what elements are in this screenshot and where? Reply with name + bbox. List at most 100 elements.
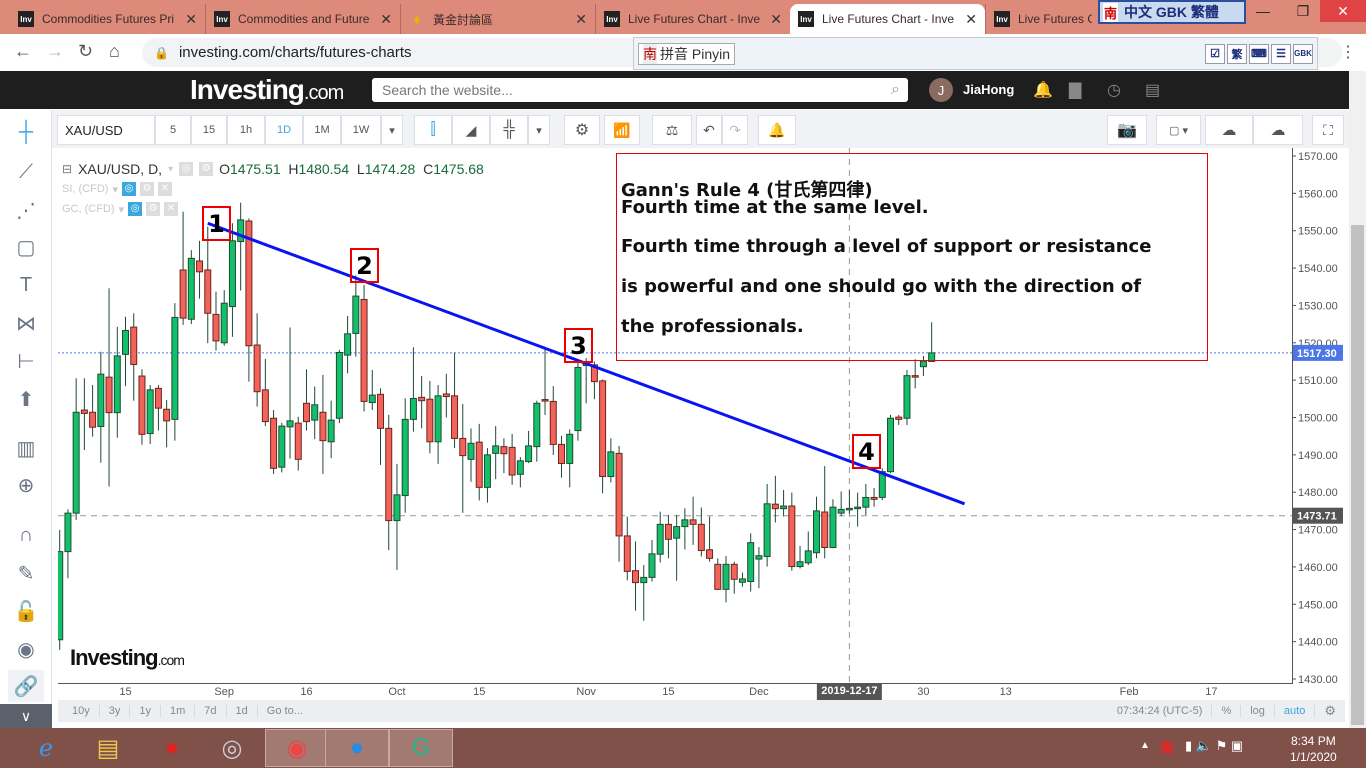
ime-traditional-icon[interactable]: 繁 bbox=[1227, 43, 1247, 64]
close-tab-icon[interactable]: ✕ bbox=[380, 10, 392, 27]
settings-gear-icon[interactable]: ⚙ bbox=[1324, 703, 1336, 718]
range-1y[interactable]: 1y bbox=[130, 705, 161, 717]
legend-dropdown-icon[interactable]: ▾ bbox=[168, 163, 174, 175]
magnet-icon[interactable]: ∩ bbox=[18, 523, 34, 546]
browser-tab[interactable]: Inv Commodities and Future ✕ bbox=[205, 4, 400, 34]
chromium-icon[interactable]: ◎ bbox=[221, 734, 243, 762]
browser-tab[interactable]: ♦ 黃金討論區 ✕ bbox=[400, 4, 595, 34]
time-axis[interactable]: 15 Sep 16 Oct 15 Nov 15 Dec 30 13 Feb 17 2019-12-17 bbox=[58, 683, 1293, 701]
gann-rule-annotation[interactable]: Gann's Rule 4 (甘氏第四律) Fourth time at the… bbox=[616, 153, 1208, 361]
ime-pinyin-label[interactable]: 南拼音 Pinyin bbox=[638, 42, 736, 65]
remove-icon[interactable]: ✕ bbox=[164, 202, 179, 216]
bars-chart-icon[interactable]: ╬ bbox=[490, 115, 528, 145]
measure-tool-icon[interactable]: ⊢ bbox=[17, 350, 35, 373]
browser-tab[interactable]: Inv Live Futures Chart - Inve ✕ bbox=[595, 4, 790, 34]
close-tab-icon[interactable]: ✕ bbox=[965, 10, 977, 27]
study-si[interactable]: SI, (CFD) ▾ ◎ ⚙ ✕ bbox=[62, 182, 172, 196]
visibility-icon[interactable]: ◎ bbox=[121, 182, 136, 196]
marker-4[interactable]: 4 bbox=[852, 434, 881, 469]
log-toggle[interactable]: log bbox=[1241, 705, 1275, 717]
range-1d[interactable]: 1d bbox=[227, 705, 258, 717]
briefcase-icon[interactable]: ▇ bbox=[1069, 82, 1082, 99]
camera-icon[interactable]: 📷 bbox=[1107, 115, 1147, 145]
minimize-button[interactable]: — bbox=[1256, 3, 1270, 19]
clock-icon[interactable]: ◷ bbox=[1107, 82, 1121, 99]
dropdown-icon[interactable]: ▾ bbox=[118, 203, 125, 216]
internet-explorer-icon[interactable]: ℯ bbox=[38, 734, 54, 762]
text-tool-icon[interactable]: T bbox=[19, 273, 33, 296]
interval-15[interactable]: 15 bbox=[191, 115, 227, 145]
tray-icons[interactable]: ▮ 🔈 ⚑ ▣ bbox=[1185, 738, 1244, 753]
investing-logo[interactable]: Investing.com bbox=[190, 74, 344, 105]
marker-2[interactable]: 2 bbox=[350, 248, 379, 283]
tray-ime-icon[interactable]: 南 bbox=[1160, 740, 1174, 756]
grammarly-icon[interactable]: G bbox=[389, 729, 453, 767]
candles-chart-icon[interactable]: ⫿ bbox=[414, 115, 452, 145]
indicators-icon[interactable]: 📶 bbox=[604, 115, 640, 145]
dropdown-icon[interactable]: ▾ bbox=[112, 183, 118, 196]
interval-1w[interactable]: 1W bbox=[341, 115, 381, 145]
marker-3[interactable]: 3 bbox=[564, 328, 593, 363]
browser-tab[interactable]: Inv Live Futures Ch bbox=[985, 4, 1100, 34]
search-icon[interactable]: ⌕ bbox=[891, 81, 900, 98]
close-tab-icon[interactable]: ✕ bbox=[575, 10, 587, 27]
study-gc[interactable]: GC, (CFD) ▾ ◎ ⚙ ✕ bbox=[62, 202, 179, 216]
go-to-button[interactable]: Go to... bbox=[266, 705, 303, 717]
undo-icon[interactable]: ↶ bbox=[696, 115, 722, 145]
compare-scale-icon[interactable]: ⚖ bbox=[652, 115, 692, 145]
interval-5[interactable]: 5 bbox=[155, 115, 191, 145]
settings-icon[interactable]: ⚙ bbox=[146, 202, 161, 216]
marker-1[interactable]: 1 bbox=[202, 206, 231, 241]
tray-expand-icon[interactable]: ▲ bbox=[1140, 740, 1150, 751]
browser-tab[interactable]: Inv Commodities Futures Pri ✕ bbox=[10, 4, 205, 34]
settings-icon[interactable]: ⚙ bbox=[199, 162, 214, 176]
trendline-tool-icon[interactable]: ⟋ bbox=[19, 160, 33, 183]
reload-icon[interactable]: ↻ bbox=[78, 41, 94, 61]
bell-icon[interactable]: 🔔 bbox=[1033, 82, 1053, 99]
blue-app-icon[interactable]: ● bbox=[325, 729, 389, 767]
cloud-upload-icon[interactable]: ☁ bbox=[1253, 115, 1303, 145]
range-3y[interactable]: 3y bbox=[100, 705, 131, 717]
interval-dropdown-icon[interactable]: ▾ bbox=[381, 115, 403, 145]
unlock-icon[interactable]: 🔓 bbox=[13, 600, 39, 623]
collapse-legend-icon[interactable]: ⊟ bbox=[62, 162, 73, 176]
nan-ime-icon[interactable]: ● bbox=[164, 734, 180, 761]
settings-icon[interactable]: ⚙ bbox=[139, 182, 154, 196]
avatar[interactable]: J bbox=[929, 78, 953, 102]
collapse-toolbar-icon[interactable]: ∨ bbox=[0, 704, 52, 728]
interval-1d[interactable]: 1D bbox=[265, 115, 303, 145]
scrollbar-thumb[interactable] bbox=[1351, 225, 1364, 725]
username[interactable]: JiaHong bbox=[963, 82, 1015, 97]
ime-check-icon[interactable]: ☑ bbox=[1205, 43, 1225, 64]
alert-add-icon[interactable]: 🔔 bbox=[758, 115, 796, 145]
rectangle-tool-icon[interactable]: ▢ bbox=[16, 236, 36, 259]
us-flag-icon[interactable]: ▤ bbox=[1145, 82, 1161, 99]
settings-gear-icon[interactable]: ⚙ bbox=[564, 115, 600, 145]
area-chart-icon[interactable]: ◢ bbox=[452, 115, 490, 145]
crosshair-icon[interactable]: ┼ bbox=[18, 120, 34, 143]
lock-drawings-icon[interactable]: ✎ bbox=[17, 562, 35, 585]
remove-icon[interactable]: ✕ bbox=[157, 182, 172, 196]
pitchfork-tool-icon[interactable]: ⋰ bbox=[16, 199, 36, 222]
pattern-tool-icon[interactable]: ⋈ bbox=[16, 312, 36, 335]
back-icon[interactable]: ← bbox=[14, 41, 32, 61]
browser-menu-icon[interactable]: ⋮ bbox=[1340, 44, 1356, 61]
percent-toggle[interactable]: % bbox=[1212, 705, 1242, 717]
site-search-input[interactable]: Search the website... ⌕ bbox=[372, 78, 908, 102]
auto-toggle[interactable]: auto bbox=[1275, 705, 1316, 717]
eye-icon[interactable]: ◉ bbox=[17, 638, 35, 661]
ime-status-bar[interactable]: 南中文 GBK 繁體 bbox=[1098, 0, 1246, 24]
interval-1m[interactable]: 1M bbox=[303, 115, 341, 145]
cloud-download-icon[interactable]: ☁ bbox=[1205, 115, 1253, 145]
legend-symbol[interactable]: XAU/USD, D, bbox=[78, 161, 163, 177]
browser-tab-active[interactable]: Inv Live Futures Chart - Inve ✕ bbox=[790, 4, 985, 34]
ime-menu-icon[interactable]: ☰ bbox=[1271, 43, 1291, 64]
visibility-icon[interactable]: ◎ bbox=[128, 202, 143, 216]
system-clock[interactable]: 8:34 PM 1/1/2020 bbox=[1290, 733, 1337, 765]
redo-icon[interactable]: ↷ bbox=[722, 115, 748, 145]
link-icon[interactable]: 🔗 bbox=[8, 670, 44, 702]
color-picker-icon[interactable]: ▢ ▾ bbox=[1156, 115, 1201, 145]
ime-keyboard-icon[interactable]: ⌨ bbox=[1249, 43, 1269, 64]
visibility-icon[interactable]: ◎ bbox=[179, 162, 194, 176]
close-tab-icon[interactable]: ✕ bbox=[770, 10, 782, 27]
